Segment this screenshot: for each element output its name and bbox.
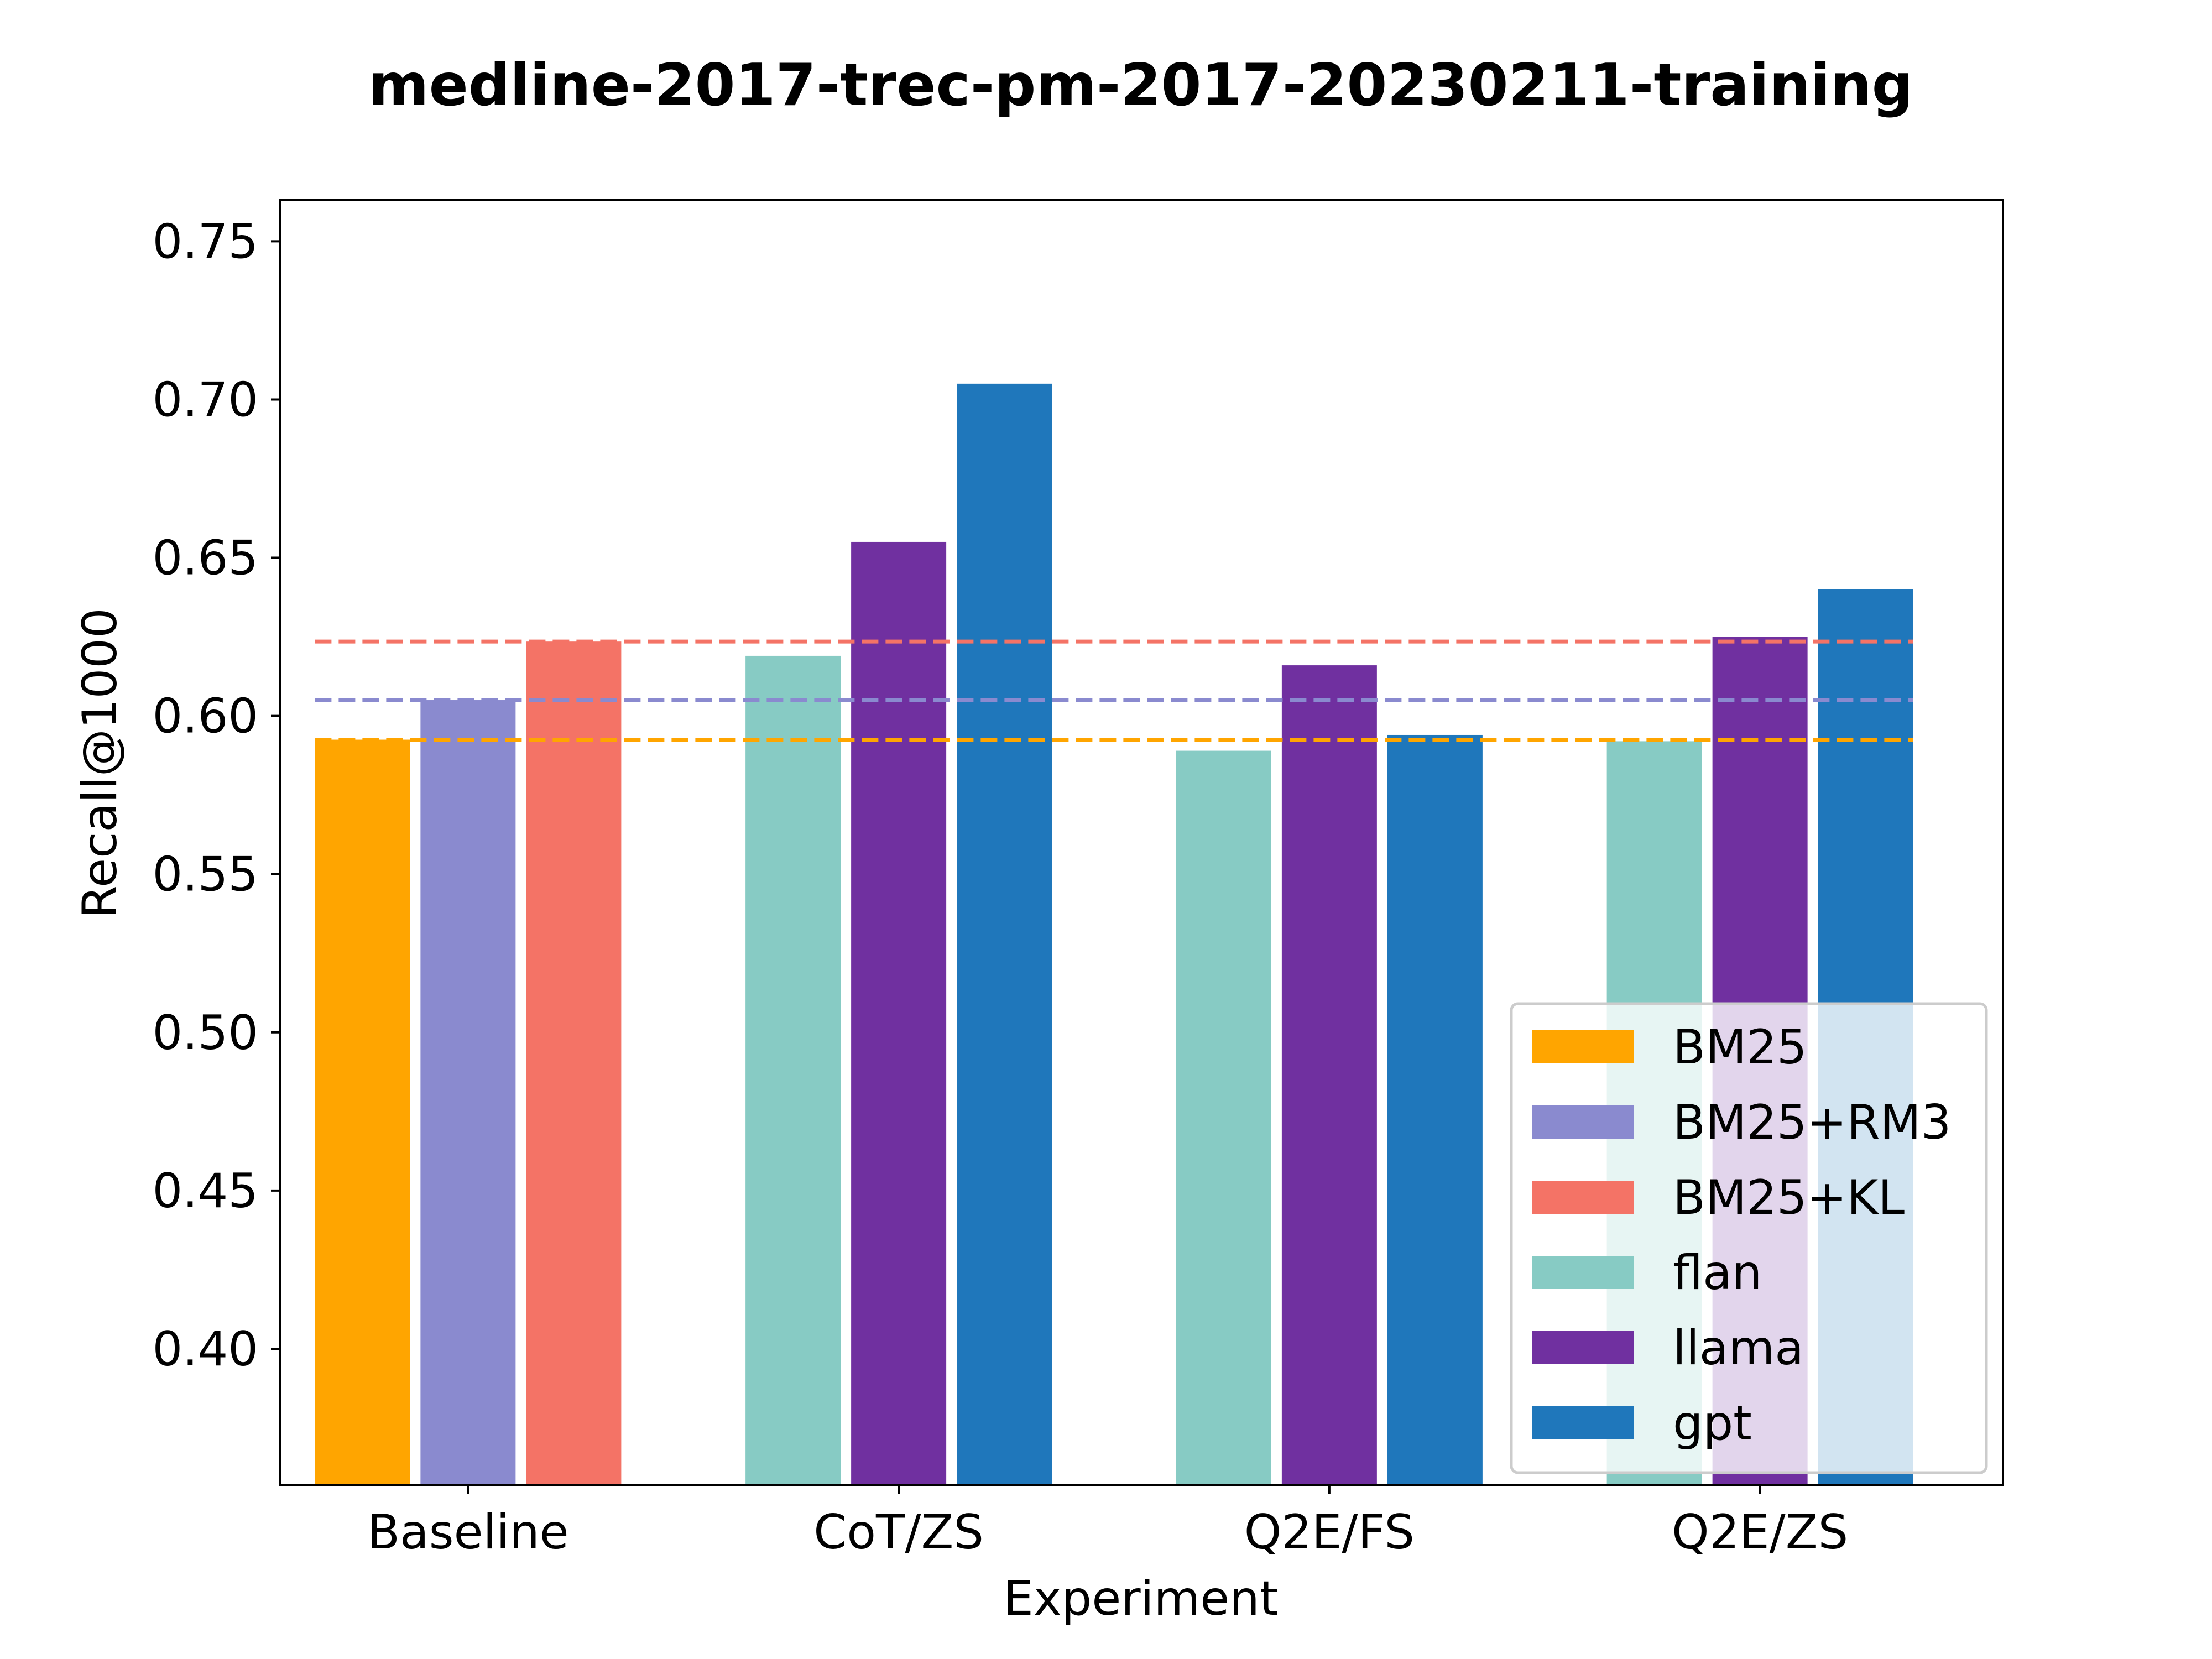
- reference-lines-layer: [315, 639, 1913, 742]
- x-tick-label: Q2E/ZS: [1672, 1505, 1848, 1560]
- legend-label-llama: llama: [1673, 1321, 1804, 1376]
- y-tick-label: 0.55: [153, 847, 258, 902]
- legend-label-gpt: gpt: [1673, 1396, 1752, 1451]
- legend: BM25 BM25+RM3 BM25+KL flan llama gpt: [1510, 1002, 1988, 1474]
- y-tick-label: 0.65: [153, 531, 258, 586]
- y-tick-label: 0.40: [153, 1322, 258, 1377]
- bar-q2e-fs-llama: [1281, 665, 1377, 1485]
- legend-label-bm25: BM25: [1673, 1020, 1807, 1075]
- y-tick-label: 0.75: [153, 214, 258, 269]
- y-tick-label: 0.70: [153, 372, 258, 427]
- legend-swatch-llama: [1532, 1331, 1634, 1364]
- y-tick-label: 0.60: [153, 689, 258, 744]
- plot-frame: [279, 199, 2004, 1486]
- bar-cot-zs-gpt: [957, 383, 1052, 1485]
- bar-cot-zs-llama: [851, 541, 947, 1485]
- legend-swatch-bm25-rm3: [1532, 1105, 1634, 1139]
- x-axis-label: Experiment: [1004, 1571, 1279, 1626]
- y-axis: 0.40 0.45 0.50 0.55 0.60 0.65 0.70 0.75: [153, 214, 280, 1377]
- x-tick-label: CoT/ZS: [813, 1505, 984, 1560]
- bar-baseline-bm25-kl: [526, 641, 622, 1485]
- y-tick-label: 0.45: [153, 1164, 258, 1219]
- legend-swatch-bm25: [1532, 1030, 1634, 1063]
- legend-label-bm25-rm3: BM25+RM3: [1673, 1095, 1951, 1150]
- y-tick-label: 0.50: [153, 1005, 258, 1061]
- legend-swatch-flan: [1532, 1256, 1634, 1289]
- legend-label-bm25-kl: BM25+KL: [1673, 1170, 1905, 1225]
- bar-baseline-bm25: [315, 739, 410, 1485]
- bar-q2e-fs-gpt: [1387, 734, 1483, 1485]
- x-axis: Baseline CoT/ZS Q2E/FS Q2E/ZS: [367, 1485, 1848, 1560]
- bar-cot-zs-flan: [745, 655, 841, 1485]
- legend-swatch-bm25-kl: [1532, 1181, 1634, 1214]
- bar-q2e-fs-flan: [1176, 750, 1271, 1485]
- x-tick-label: Baseline: [367, 1505, 569, 1560]
- chart-title: medline-2017-trec-pm-2017-20230211-train…: [368, 51, 1913, 119]
- legend-label-flan: flan: [1673, 1245, 1762, 1301]
- y-axis-label: Recall@1000: [72, 608, 128, 918]
- bar-baseline-bm25-rm3: [420, 700, 516, 1485]
- legend-swatch-gpt: [1532, 1406, 1634, 1439]
- x-tick-label: Q2E/FS: [1244, 1505, 1415, 1560]
